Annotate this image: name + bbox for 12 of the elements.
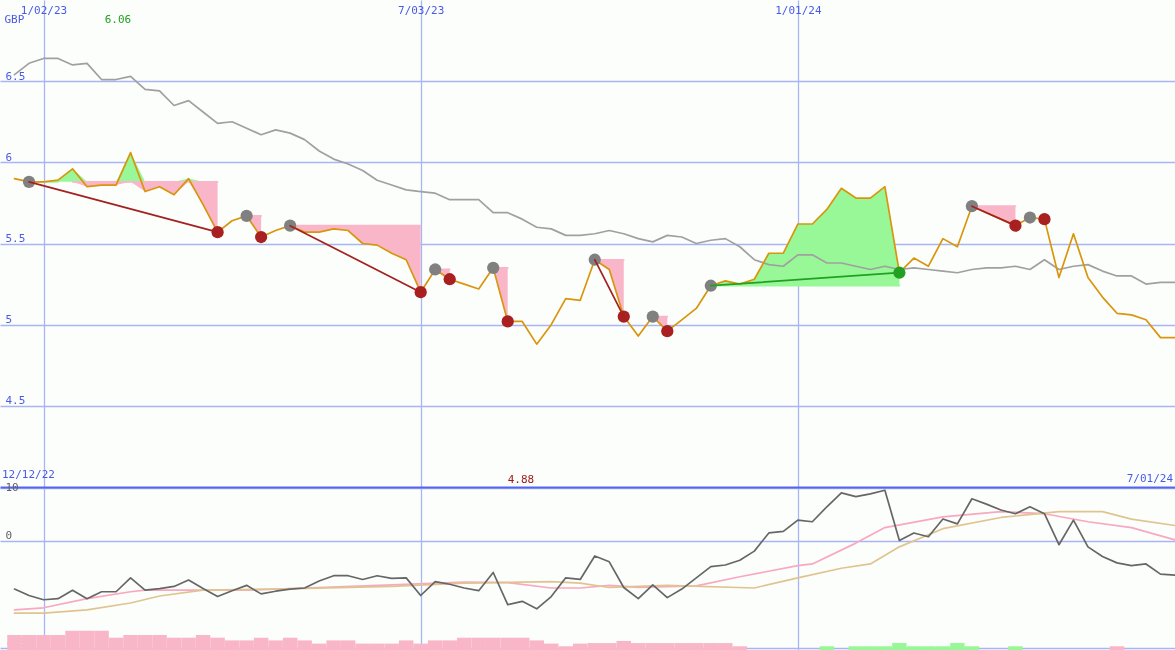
y-tick-label: 6 xyxy=(5,150,13,164)
y-tick-label: 5.5 xyxy=(5,232,26,245)
y-tick-label: 6.5 xyxy=(5,69,26,83)
y-tick-label: 0 xyxy=(5,529,13,543)
annotation: 12/12/22 xyxy=(2,468,55,481)
annotation: 6.06 xyxy=(104,13,132,26)
y-tick-label: 4.5 xyxy=(5,394,26,408)
x-tick-label: 7/03/23 xyxy=(398,3,445,17)
x-tick-label: 1/01/24 xyxy=(775,3,822,17)
annotation: 7/01/24 xyxy=(1126,472,1174,485)
annotation: 4.88 xyxy=(507,473,535,486)
y-tick-label: 5 xyxy=(5,313,13,327)
